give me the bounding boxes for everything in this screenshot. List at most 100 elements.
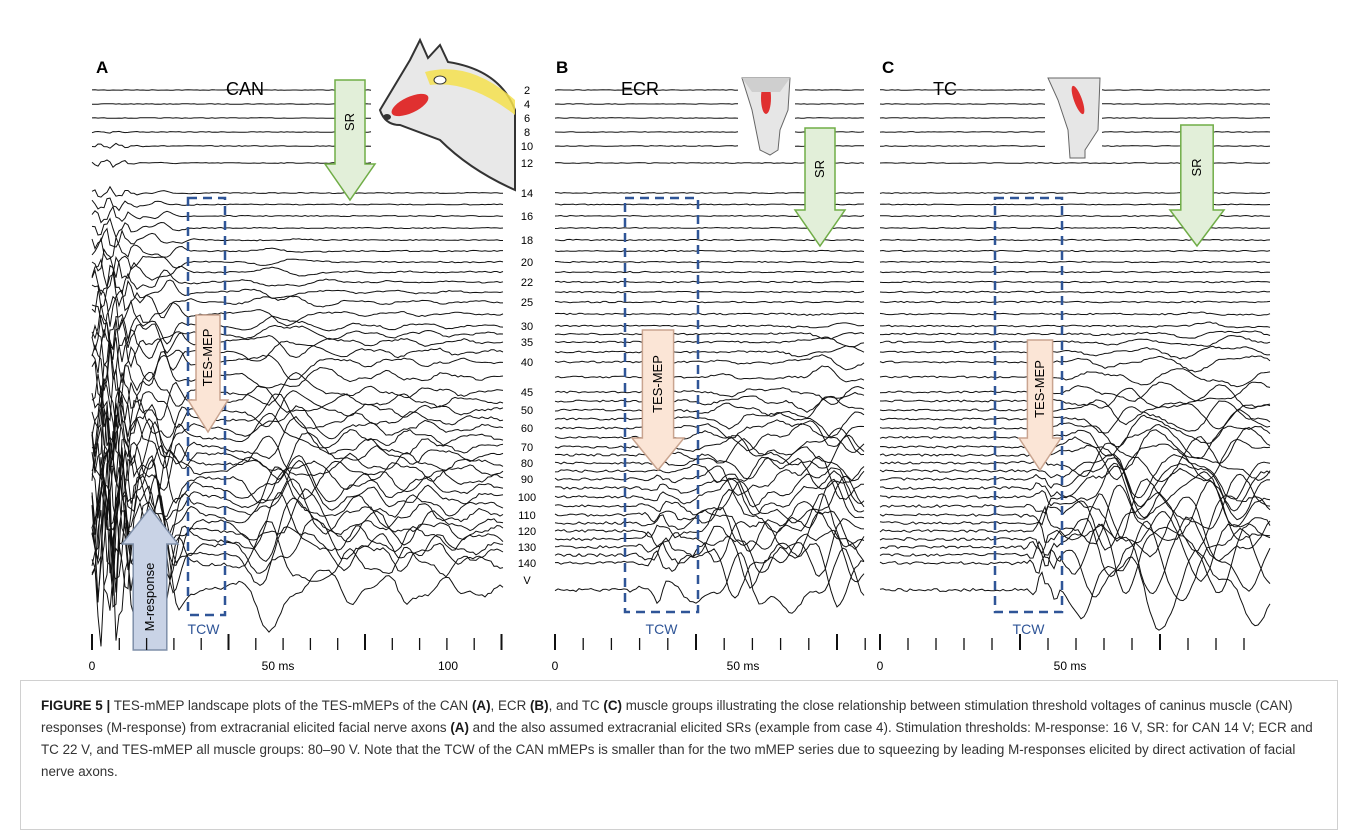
trace — [554, 280, 865, 284]
trace — [554, 411, 865, 438]
trace — [91, 117, 372, 119]
trace — [554, 131, 739, 133]
axis-label: 0 — [552, 659, 559, 673]
caption-run: FIGURE 5 | — [41, 698, 111, 713]
mep-arrow-text: TES-MEP — [200, 329, 215, 387]
trace — [91, 489, 504, 598]
trace — [91, 271, 504, 309]
trace — [554, 117, 739, 119]
trace — [91, 368, 504, 428]
trace — [879, 520, 1271, 602]
trace — [554, 391, 865, 413]
trace — [91, 142, 372, 149]
trace — [554, 332, 865, 340]
axis-label: 100 — [438, 659, 458, 673]
trace — [879, 280, 1271, 284]
trace — [794, 89, 865, 91]
trace — [879, 480, 1271, 545]
sr-arrow-text: SR — [1189, 158, 1204, 176]
trace — [554, 385, 865, 405]
caption-run: muscle groups illustrating the close rel… — [41, 698, 1293, 735]
trace — [879, 381, 1271, 402]
trace — [554, 493, 865, 550]
trace — [91, 431, 504, 521]
trace — [1101, 117, 1271, 119]
voltage-label: 45 — [521, 387, 533, 399]
trace — [91, 329, 504, 381]
trace — [879, 290, 1271, 294]
caption-run: (C) — [603, 698, 622, 713]
trace — [91, 442, 504, 521]
trace — [554, 260, 864, 264]
voltage-label: 14 — [521, 188, 533, 200]
trace — [554, 365, 865, 383]
trace — [91, 159, 372, 168]
voltage-label: 16 — [521, 211, 533, 223]
voltage-label: 12 — [521, 158, 533, 170]
trace — [879, 465, 1271, 521]
trace — [879, 311, 1271, 317]
trace — [554, 446, 865, 482]
muscle-name: CAN — [226, 79, 264, 99]
trace — [554, 542, 865, 608]
tcw-label: TCW — [188, 621, 221, 637]
trace — [91, 339, 504, 399]
trace — [92, 103, 372, 105]
trace — [554, 322, 865, 329]
trace — [554, 423, 865, 453]
caption-run: and the also assumed extracranial elicit… — [41, 720, 1313, 779]
trace — [554, 419, 865, 448]
voltage-label: 80 — [521, 458, 533, 470]
voltage-label: V — [523, 575, 531, 587]
sr-arrow-text: SR — [812, 160, 827, 178]
trace — [554, 470, 865, 516]
trace — [554, 249, 865, 253]
trace — [91, 248, 504, 278]
sr-arrow — [323, 79, 377, 202]
trace — [91, 289, 503, 327]
trace — [554, 336, 865, 348]
trace — [879, 399, 1271, 430]
trace — [879, 260, 1271, 264]
trace — [91, 130, 372, 134]
axis-label: 0 — [877, 659, 884, 673]
trace — [1102, 103, 1271, 105]
trace — [91, 378, 504, 450]
trace — [880, 330, 1271, 339]
trace — [91, 185, 503, 198]
voltage-label: 8 — [524, 127, 530, 139]
figure: 2 4 6 8 10 12 14 16 18 20 22 25 30 35 40 45 50 60 70 80 90 10… — [89, 37, 1271, 673]
trace — [879, 334, 1271, 347]
trace — [91, 451, 504, 535]
trace — [91, 217, 504, 239]
voltage-label: 130 — [518, 542, 536, 554]
voltage-label: 25 — [521, 297, 533, 309]
traces — [91, 89, 1271, 647]
panel-label: C — [882, 58, 894, 77]
trace — [794, 117, 865, 119]
trace — [879, 438, 1271, 482]
panel-label: B — [556, 58, 568, 77]
m-response-text: M-response — [142, 563, 157, 632]
caption-run: (A) — [450, 720, 469, 735]
trace — [879, 145, 1046, 147]
caption-run: , and TC — [548, 698, 604, 713]
voltage-label: 2 — [524, 85, 530, 97]
trace — [91, 256, 504, 289]
trace — [554, 345, 865, 358]
trace — [879, 238, 1271, 242]
trace — [879, 510, 1271, 583]
trace — [879, 117, 1045, 119]
trace — [879, 409, 1271, 448]
trace — [91, 264, 504, 297]
voltage-label: 22 — [521, 277, 533, 289]
trace — [91, 197, 504, 212]
trace — [554, 467, 865, 508]
voltage-label: 40 — [521, 357, 533, 369]
trace — [554, 456, 865, 490]
trace — [554, 529, 865, 589]
trace — [554, 547, 865, 614]
forelimb-illustration — [741, 77, 791, 156]
muscle-name: ECR — [621, 79, 659, 99]
